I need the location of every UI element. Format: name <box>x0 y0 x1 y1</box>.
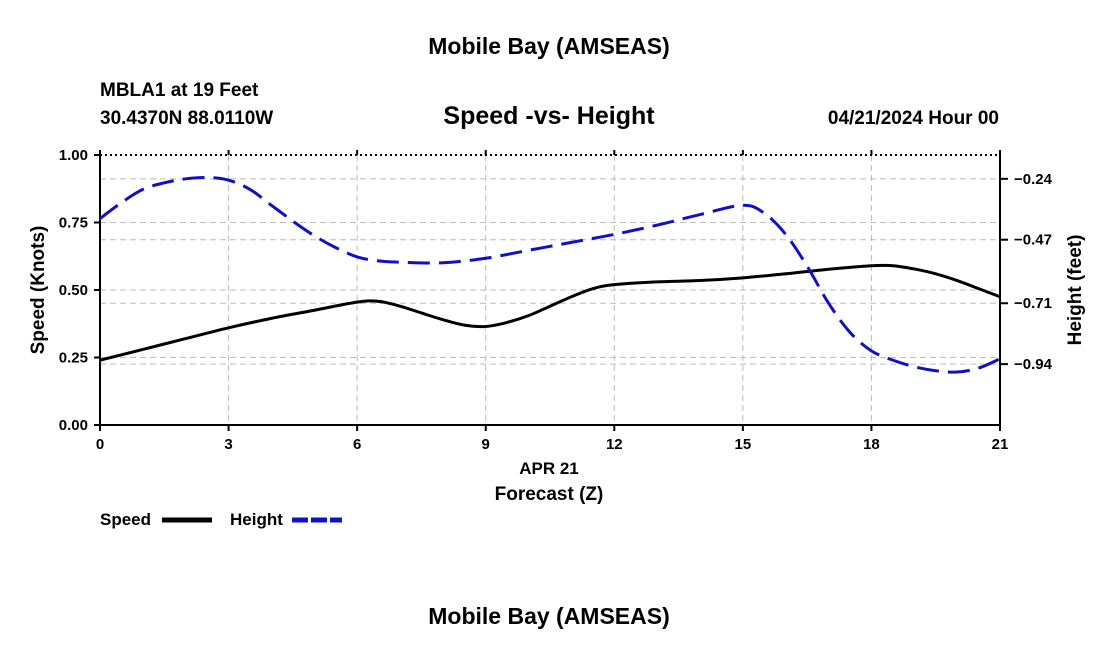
grid-lines <box>100 155 1000 425</box>
series-height-line <box>99 175 1001 374</box>
date-label: 04/21/2024 Hour 00 <box>828 108 999 129</box>
y-tick-label: 0.00 <box>59 417 88 434</box>
y2-axis-title: Height (feet) <box>1065 235 1086 346</box>
series-speed-line <box>99 263 1001 362</box>
footer-title: Mobile Bay (AMSEAS) <box>428 603 670 629</box>
x-tick-label: 0 <box>96 436 104 453</box>
y2-tick-label: −0.24 <box>1014 171 1053 188</box>
x-tick-label: 6 <box>353 436 361 453</box>
x-tick-label: 15 <box>735 436 752 453</box>
page-title: Mobile Bay (AMSEAS) <box>428 33 670 59</box>
x-tick-label: 21 <box>992 436 1009 453</box>
y-axis-title: Speed (Knots) <box>28 226 49 355</box>
x-tick-label: 3 <box>224 436 232 453</box>
y2-tick-label: −0.47 <box>1014 232 1052 249</box>
y-tick-label: 1.00 <box>59 147 88 164</box>
y-axis-right: −0.24 −0.47 −0.71 −0.94 <box>1000 171 1053 373</box>
x-tick-label: 12 <box>606 436 623 453</box>
x-axis-date-label: APR 21 <box>519 459 579 478</box>
y-axis-left: 0.00 0.25 0.50 0.75 1.00 <box>59 147 100 434</box>
series-group <box>99 175 1001 374</box>
legend-height-label: Height <box>230 510 283 529</box>
x-axis-title: Forecast (Z) <box>495 484 604 505</box>
y-tick-label: 0.75 <box>59 215 88 232</box>
x-axis: 0 3 6 9 12 15 18 21 <box>96 150 1009 453</box>
x-tick-label: 9 <box>482 436 490 453</box>
x-tick-label: 18 <box>863 436 880 453</box>
y2-tick-label: −0.71 <box>1014 295 1052 312</box>
coordinates-label: 30.4370N 88.0110W <box>100 108 273 129</box>
y-tick-label: 0.25 <box>59 350 88 367</box>
y2-tick-label: −0.94 <box>1014 356 1053 373</box>
chart-title: Speed -vs- Height <box>443 102 655 130</box>
legend-speed-label: Speed <box>100 510 151 529</box>
station-label: MBLA1 at 19 Feet <box>100 80 259 101</box>
y-tick-label: 0.50 <box>59 282 88 299</box>
